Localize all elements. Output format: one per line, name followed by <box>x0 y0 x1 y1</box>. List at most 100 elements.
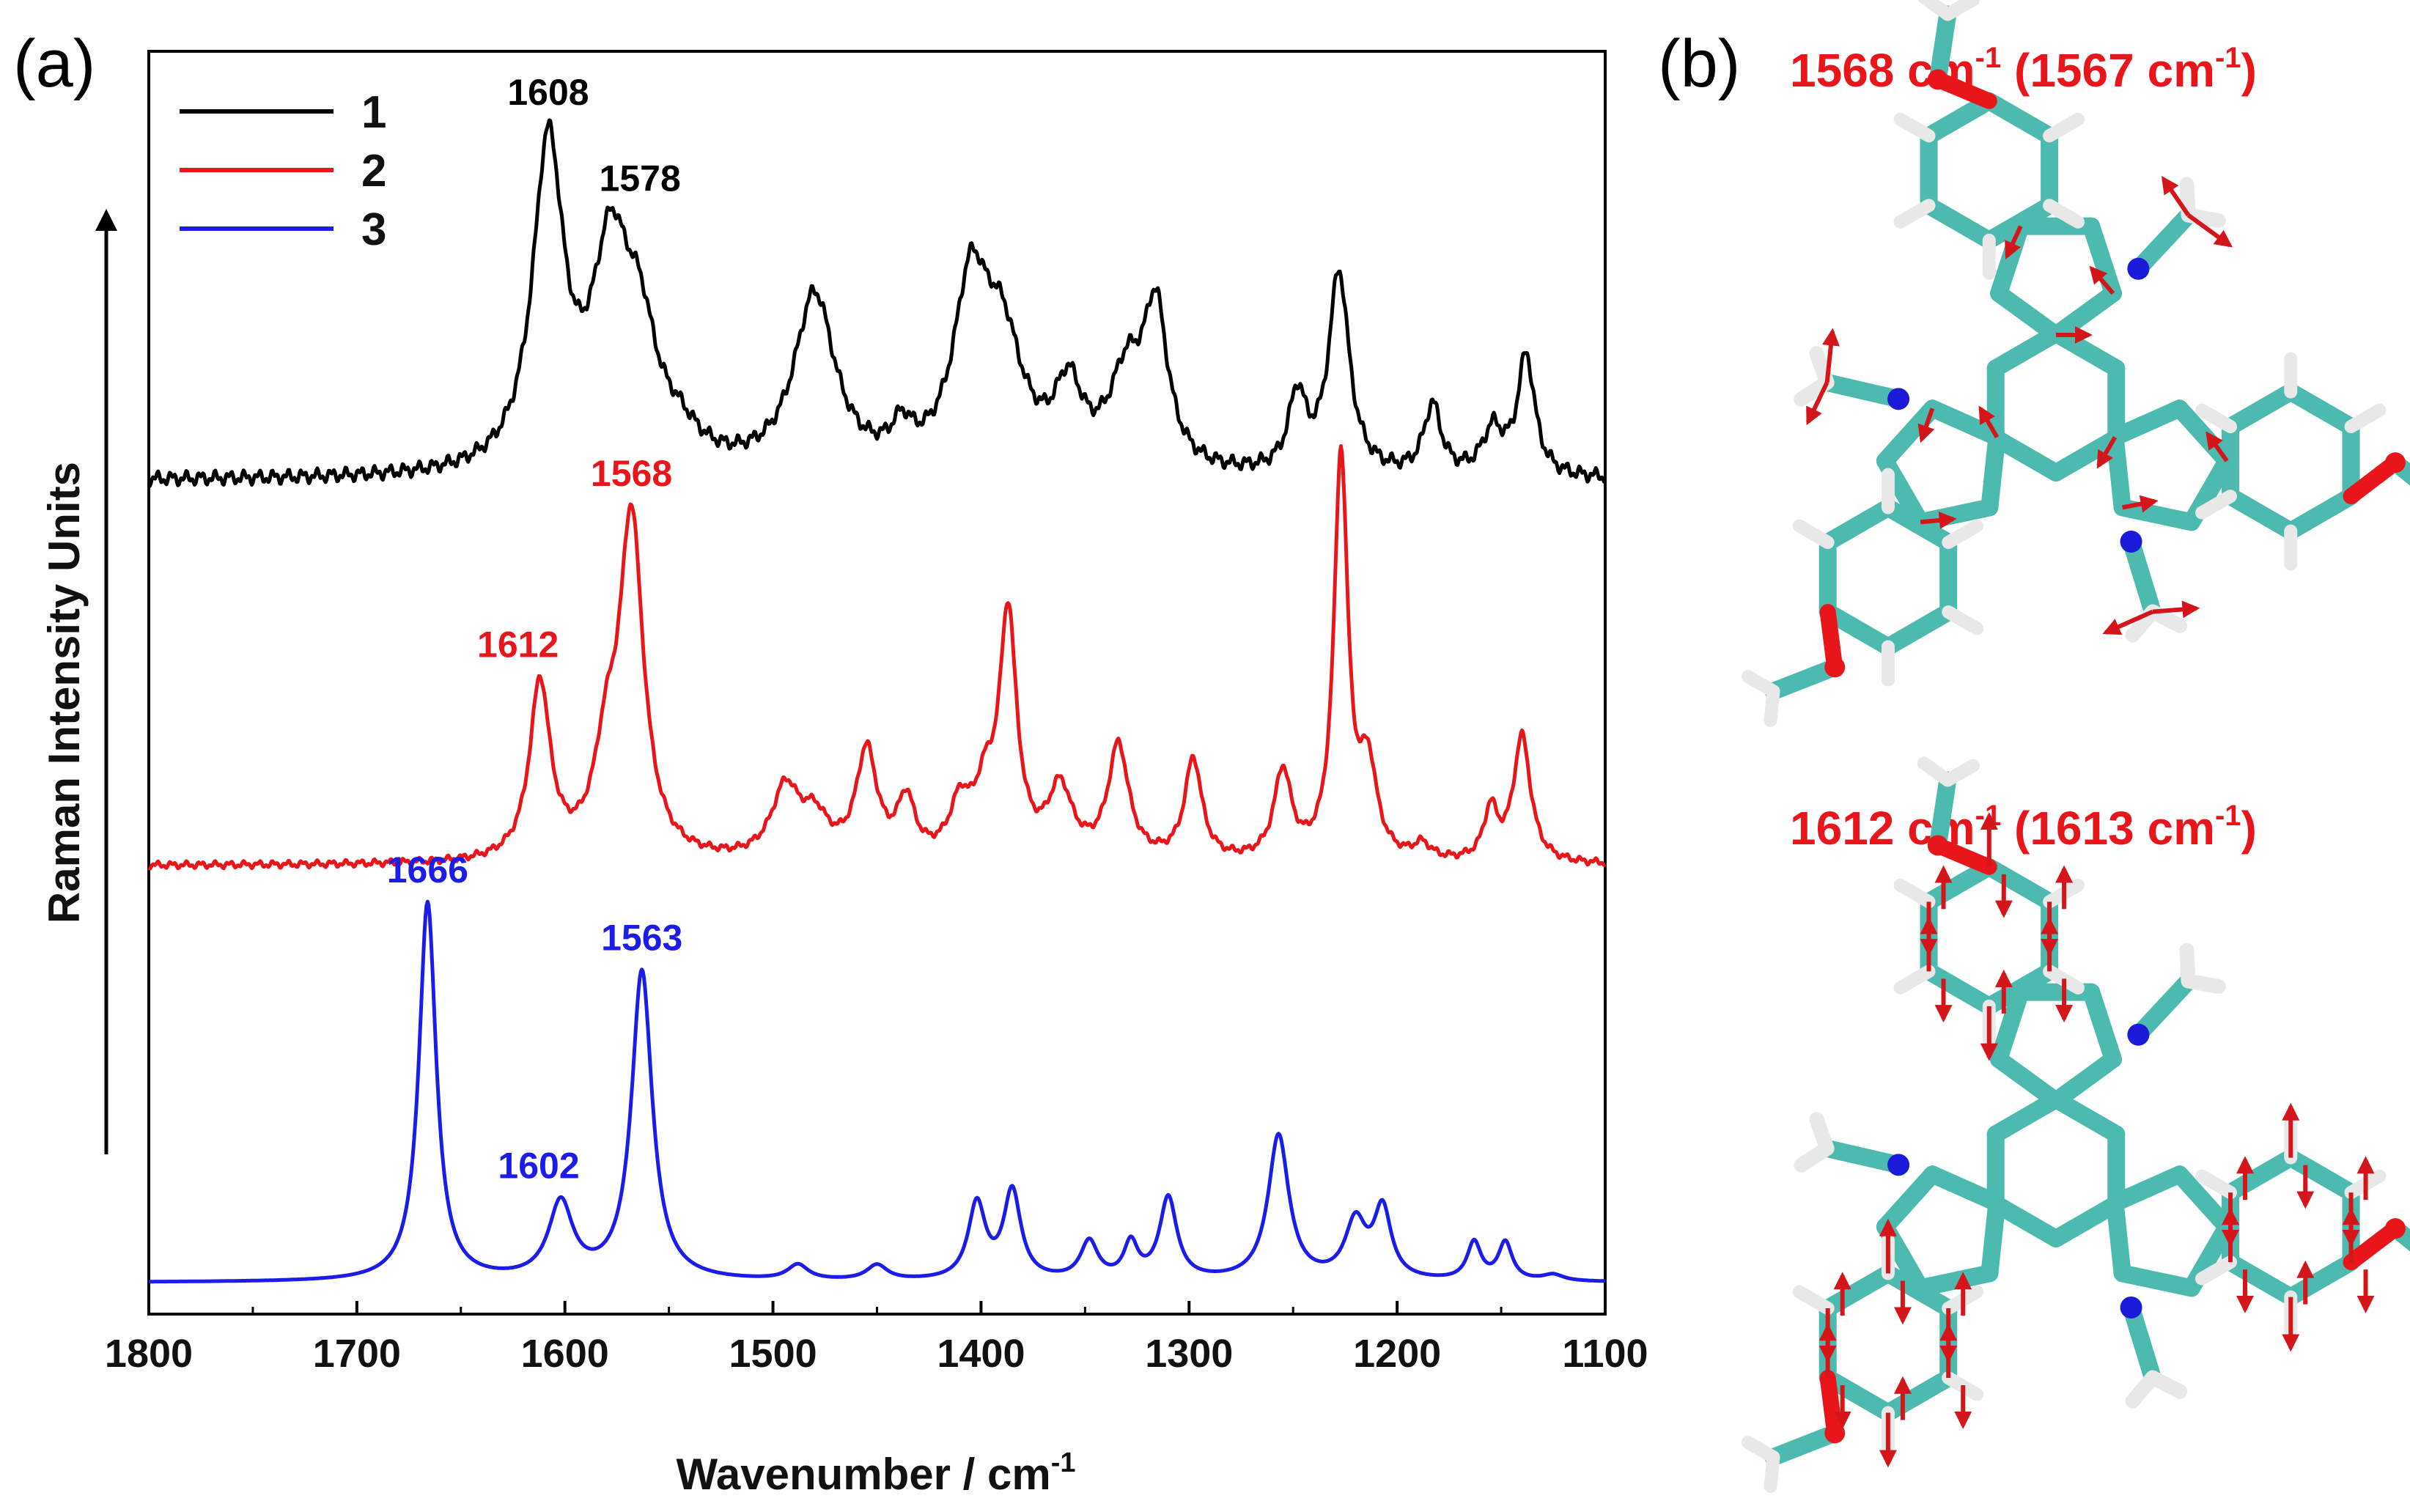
bond <box>2113 498 2200 531</box>
molecule-mode-1568 <box>1741 0 2410 727</box>
bond <box>1986 429 2065 482</box>
bond <box>1893 112 1936 143</box>
mode-1-sup: -1 <box>1975 42 2002 74</box>
bond <box>2106 1165 2189 1212</box>
x-tick-label: 1300 <box>1145 1332 1233 1376</box>
x-axis-title-sup: -1 <box>1051 1448 1076 1478</box>
bond <box>1818 1369 1897 1422</box>
bond <box>1879 1369 1958 1422</box>
bond <box>1879 1264 1958 1318</box>
bond <box>1923 399 2006 446</box>
bond <box>2106 1194 2131 1283</box>
bond <box>1920 962 1998 1015</box>
displacement-arrow <box>2096 436 2118 469</box>
x-tick-label: 1100 <box>1562 1332 1648 1376</box>
displacement-arrow <box>1920 512 1957 529</box>
bond <box>2122 1298 2162 1387</box>
oxygen-atom <box>2384 1218 2406 1239</box>
bond <box>2106 428 2131 517</box>
mode-2-calc: (1613 cm <box>2001 802 2215 855</box>
displacement-arrow <box>1917 407 1935 443</box>
nitrogen-atom <box>2127 1023 2150 1046</box>
x-axis-title: Wavenumber / cm-1 <box>676 1448 1075 1499</box>
bond <box>1920 196 1998 249</box>
peak-label-1578: 1578 <box>600 158 681 199</box>
peak-label-1568: 1568 <box>591 453 672 494</box>
bond <box>2129 972 2197 1044</box>
bond <box>1741 670 1780 698</box>
bond <box>1741 1436 1780 1464</box>
displacement-arrow <box>1822 328 1840 383</box>
mode-1-calc-sup: -1 <box>2215 42 2241 74</box>
panel-b-label: (b) <box>1658 26 1740 101</box>
bond <box>1980 428 2006 517</box>
bond <box>2195 403 2237 434</box>
bond <box>2170 1165 2236 1236</box>
bond <box>2047 1091 2126 1143</box>
displacement-arrow <box>2102 609 2154 635</box>
mode-2-calc-sup: -1 <box>2215 800 2241 832</box>
nitrogen-atom <box>2127 257 2150 280</box>
bond <box>2043 199 2085 229</box>
bond <box>2047 429 2126 482</box>
displacement-arrow <box>2161 176 2191 217</box>
legend: 1 2 3 <box>180 87 386 255</box>
series-3-line <box>147 899 1607 1284</box>
bond <box>2282 487 2360 540</box>
nitrogen-atom <box>1887 1154 1910 1176</box>
bond <box>1980 92 2059 145</box>
peak-label-1666: 1666 <box>387 849 468 890</box>
mode-1-title: 1568 cm-1 (1567 cm-1) <box>1790 42 2257 97</box>
mode-1-close: ) <box>2241 44 2257 97</box>
legend-label-1: 1 <box>361 87 386 138</box>
bond <box>1876 1165 1942 1236</box>
displacement-arrow <box>1978 405 2000 438</box>
nitrogen-atom <box>2120 1296 2142 1319</box>
bond <box>2386 1220 2410 1252</box>
bond <box>2195 1255 2237 1286</box>
bond <box>2047 284 2122 344</box>
bond <box>2082 217 2122 303</box>
nitrogen-atom <box>2120 530 2142 553</box>
bond <box>2344 403 2387 434</box>
oxygen-atom <box>1927 69 1948 90</box>
series-layer <box>147 118 1607 1284</box>
bond <box>2282 1148 2360 1202</box>
bond <box>1876 399 1942 470</box>
bond <box>2221 1253 2300 1306</box>
peak-label-1608: 1608 <box>507 72 589 113</box>
bond <box>2145 1370 2188 1399</box>
bond <box>2106 399 2189 446</box>
bond <box>1980 1194 2006 1283</box>
bond <box>1923 1165 2006 1212</box>
mode-2-title: 1612 cm-1 (1613 cm-1) <box>1790 800 2257 855</box>
bond <box>1990 284 2065 344</box>
nitrogen-atom <box>1887 388 1910 410</box>
bond <box>2195 1169 2237 1200</box>
bond <box>2195 490 2237 520</box>
displacement-arrow <box>2206 431 2229 462</box>
bond <box>1764 1424 1844 1467</box>
bond <box>1986 1195 2065 1247</box>
peak-labels: 1608 1578 1612 1568 1666 1602 1563 <box>387 72 683 1186</box>
peak-label-1563: 1563 <box>601 918 682 959</box>
bond <box>1941 0 1980 21</box>
peak-label-1602: 1602 <box>498 1145 579 1186</box>
bond <box>2047 325 2126 377</box>
x-tick-label: 1400 <box>937 1332 1025 1376</box>
y-axis-title: Raman Intensity Units <box>40 462 89 923</box>
bond <box>2082 983 2122 1069</box>
bond <box>1794 1140 1835 1173</box>
bond <box>2129 206 2197 278</box>
legend-label-3: 3 <box>361 204 386 255</box>
series-1-line <box>147 118 1607 488</box>
bond <box>1818 373 1908 408</box>
bond <box>2221 487 2300 540</box>
bond <box>1879 498 1958 552</box>
bond <box>1928 771 1957 855</box>
bond <box>1792 519 1835 550</box>
bond <box>2179 177 2196 223</box>
bond <box>2179 943 2196 989</box>
displacement-arrow <box>2005 225 2023 259</box>
